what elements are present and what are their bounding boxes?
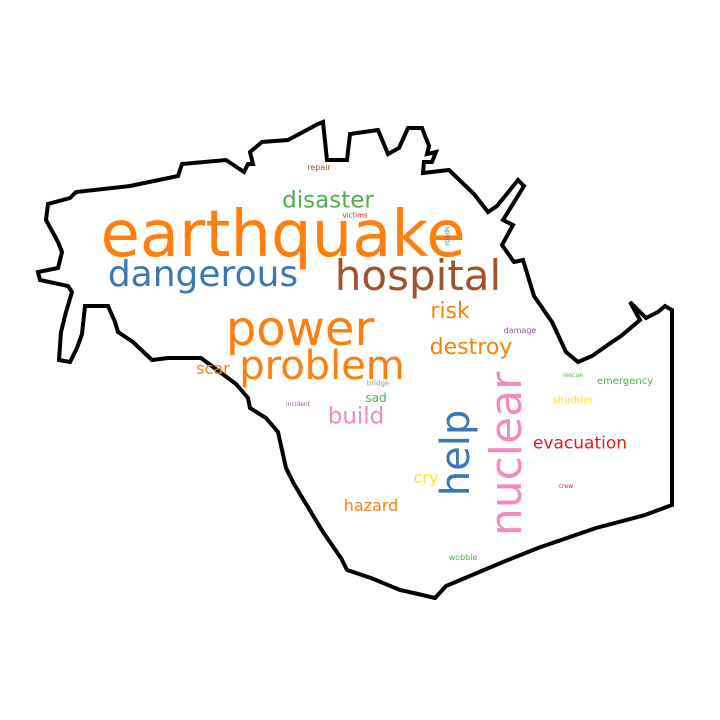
word-help: help: [433, 409, 479, 497]
word-hospital: hospital: [334, 251, 502, 300]
word-repair: repair: [307, 163, 331, 172]
word-roads: roads: [443, 226, 452, 246]
word-shudder: shudder: [552, 395, 594, 406]
word-emergency: emergency: [596, 376, 654, 387]
word-problem: problem: [239, 343, 405, 389]
word-sad: sad: [365, 391, 387, 405]
word-wobble: wobble: [448, 553, 478, 562]
word-crew: crew: [558, 483, 574, 490]
word-nuclear: nuclear: [481, 371, 532, 537]
word-incident: incident: [285, 401, 311, 408]
word-hazard: hazard: [343, 496, 399, 515]
word-victims: victims: [342, 211, 368, 220]
word-risk: risk: [430, 299, 470, 324]
word-cry: cry: [413, 468, 439, 487]
word-bridge: bridge: [366, 379, 390, 388]
word-earthquake: earthquake: [100, 198, 466, 272]
word-scar: scar: [196, 359, 230, 378]
region-border: [35, 119, 674, 601]
word-dangerous: dangerous: [107, 254, 299, 295]
word-damage: damage: [503, 326, 537, 335]
word-build: build: [327, 403, 385, 430]
word-disaster: disaster: [282, 187, 374, 214]
word-evacuation: evacuation: [532, 433, 628, 454]
word-rescue: rescue: [563, 372, 583, 379]
word-power: power: [225, 301, 375, 357]
word-destroy: destroy: [429, 335, 513, 360]
